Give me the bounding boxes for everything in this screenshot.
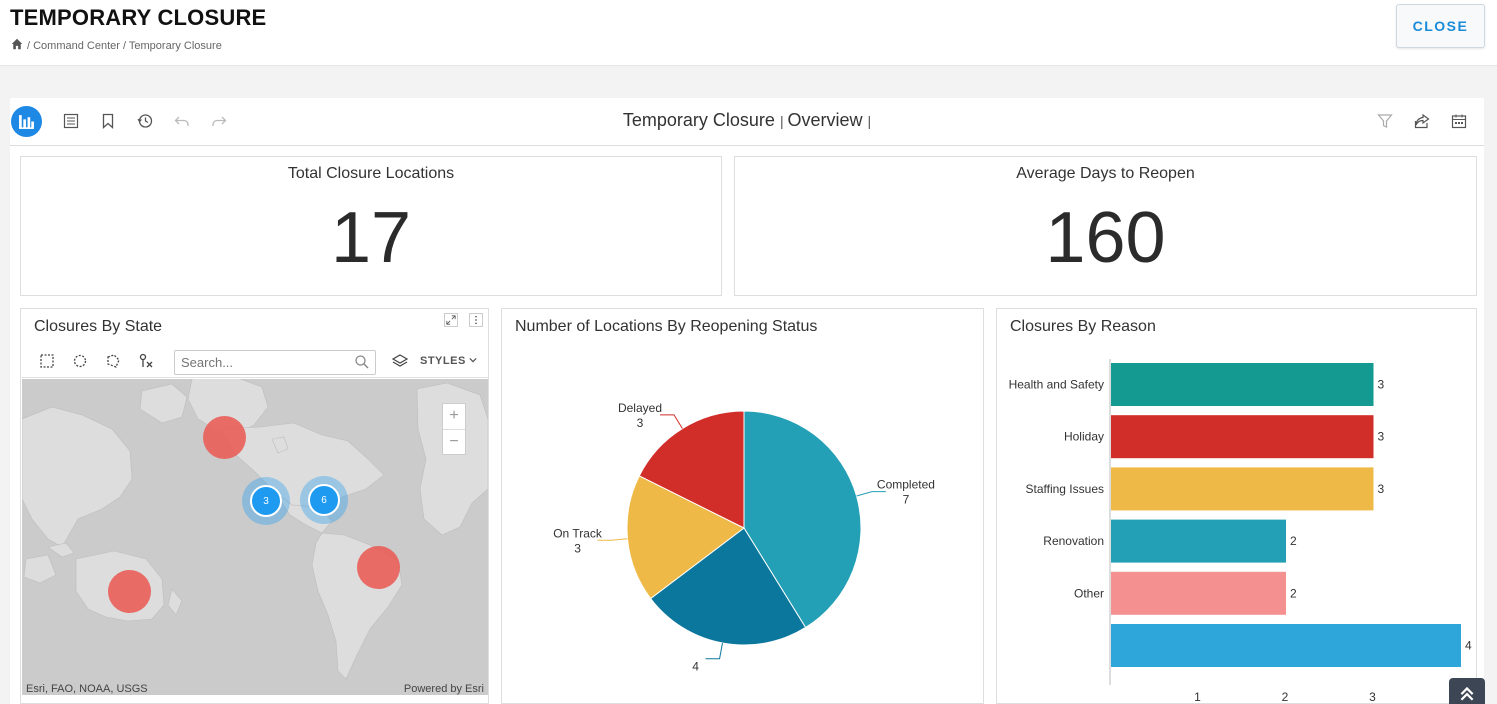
double-chevron-up-icon <box>1460 686 1474 701</box>
kpi-value: 160 <box>1045 198 1166 278</box>
x-tick-label: 1 <box>1194 690 1201 704</box>
dashboard-title: Temporary Closure | Overview | <box>622 110 872 130</box>
bar[interactable] <box>1111 415 1374 459</box>
bar-category-label: Health and Safety <box>1009 378 1104 392</box>
kpi-title: Total Closure Locations <box>287 165 455 182</box>
dashboard-title-main: Temporary Closure <box>622 110 775 130</box>
map-toolbar: STYLES <box>22 346 488 378</box>
world-map-basemap <box>22 379 488 695</box>
home-icon[interactable] <box>11 38 23 53</box>
undo-icon[interactable] <box>171 110 193 132</box>
pie-slice-value: 4 <box>692 660 699 674</box>
map-card: Closures By State <box>20 308 489 704</box>
page-title: TEMPORARY CLOSURE <box>10 5 267 30</box>
pie-leader-line <box>705 642 723 660</box>
breadcrumb-path[interactable]: / Command Center / Temporary Closure <box>27 39 222 52</box>
bar-value-label: 3 <box>1378 378 1385 392</box>
map-cluster[interactable]: 3 <box>242 477 290 525</box>
dashboard-title-view[interactable]: Overview <box>787 110 863 130</box>
history-icon[interactable] <box>134 110 156 132</box>
expand-icon[interactable] <box>444 313 458 327</box>
bar[interactable] <box>1111 571 1286 615</box>
bar-value-label: 4 <box>1465 639 1472 653</box>
bar[interactable] <box>1111 467 1374 511</box>
cluster-count: 3 <box>250 485 282 517</box>
bar[interactable] <box>1111 519 1286 563</box>
map-search-input[interactable] <box>174 350 376 375</box>
pie-slice[interactable] <box>626 475 745 600</box>
pie-leader-line <box>856 491 886 497</box>
map-marker[interactable] <box>357 546 400 589</box>
bar-category-label: Holiday <box>1064 430 1104 444</box>
styles-button[interactable]: STYLES <box>420 355 477 367</box>
circle-select-icon[interactable] <box>72 353 90 371</box>
bar-value-label: 2 <box>1290 586 1297 600</box>
bar[interactable] <box>1111 624 1461 667</box>
zoom-control: + − <box>442 403 466 455</box>
map-card-title: Closures By State <box>34 318 163 335</box>
clear-selection-icon[interactable] <box>138 353 156 371</box>
map-marker[interactable] <box>108 570 151 613</box>
bar-category-label: Renovation <box>1043 534 1104 548</box>
pie-leader-line <box>597 538 628 541</box>
map-powered-by[interactable]: Powered by Esri <box>403 683 484 695</box>
share-icon[interactable] <box>1411 110 1433 132</box>
scroll-top-button[interactable] <box>1449 678 1485 704</box>
pie-slice-label: Completed <box>877 478 935 492</box>
pie-leader-line <box>659 414 683 429</box>
dashboard-toolbar: Temporary Closure | Overview | <box>10 98 1484 146</box>
pie-slice-value: 3 <box>637 416 644 430</box>
map-view[interactable]: + − 3 6 Esri, FAO, NOAA, USGS Powered by… <box>22 379 488 695</box>
pie-chart-card: Number of Locations By Reopening Status … <box>501 308 984 704</box>
pie-chart-title: Number of Locations By Reopening Status <box>515 318 818 335</box>
bar-value-label: 3 <box>1378 482 1385 496</box>
bar-value-label: 3 <box>1378 430 1385 444</box>
search-icon[interactable] <box>354 354 370 370</box>
chevron-down-icon <box>469 357 477 363</box>
styles-label: STYLES <box>420 355 466 367</box>
pie-slice[interactable] <box>638 410 745 529</box>
x-tick-label: 2 <box>1282 690 1289 704</box>
bar[interactable] <box>1111 363 1374 406</box>
bar-chart-title: Closures By Reason <box>1010 318 1156 335</box>
polygon-select-icon[interactable] <box>105 353 123 371</box>
breadcrumb: / Command Center / Temporary Closure <box>11 38 222 53</box>
bar-category-label: Other <box>1074 586 1104 600</box>
kpi-card-average-days: Average Days to Reopen 160 <box>734 156 1477 296</box>
map-cluster[interactable]: 6 <box>300 476 348 524</box>
dashboard: Temporary Closure | Overview | Total Clo… <box>10 98 1484 704</box>
list-icon[interactable] <box>60 110 82 132</box>
top-bar: TEMPORARY CLOSURE / Command Center / Tem… <box>0 0 1497 66</box>
map-marker[interactable] <box>203 416 246 459</box>
layers-icon[interactable] <box>391 353 410 371</box>
x-tick-label: 3 <box>1369 690 1376 704</box>
pie-slice-value: 7 <box>903 493 910 507</box>
pie-slice[interactable] <box>649 527 807 646</box>
bar-chart-card: Closures By Reason Health and Safety 3 Hol… <box>996 308 1477 704</box>
calendar-icon[interactable] <box>1448 110 1470 132</box>
map-attribution: Esri, FAO, NOAA, USGS <box>26 683 148 695</box>
dashboard-icon[interactable] <box>11 106 42 137</box>
kpi-value: 17 <box>330 198 412 278</box>
pie-slice-label: Delayed <box>618 401 662 415</box>
pie-slice[interactable] <box>743 410 862 629</box>
zoom-in-button[interactable]: + <box>449 407 459 424</box>
bar-category-label: Staffing Issues <box>1026 482 1105 496</box>
kpi-card-total-closures: Total Closure Locations 17 <box>20 156 722 296</box>
zoom-out-button[interactable]: − <box>443 429 465 454</box>
cluster-count: 6 <box>308 484 340 516</box>
bookmark-icon[interactable] <box>97 110 119 132</box>
close-button[interactable]: CLOSE <box>1396 4 1485 48</box>
redo-icon[interactable] <box>208 110 230 132</box>
more-options-icon[interactable] <box>469 313 483 327</box>
bar-chart: Health and Safety 3 Holiday 3 Staffing Issue… <box>1009 359 1472 704</box>
rectangle-select-icon[interactable] <box>39 353 57 371</box>
pie-slice-label: On Track <box>553 526 603 540</box>
kpi-title: Average Days to Reopen <box>1016 165 1195 182</box>
pie-slice-value: 3 <box>574 541 581 555</box>
bar-value-label: 2 <box>1290 534 1297 548</box>
filter-icon[interactable] <box>1374 110 1396 132</box>
